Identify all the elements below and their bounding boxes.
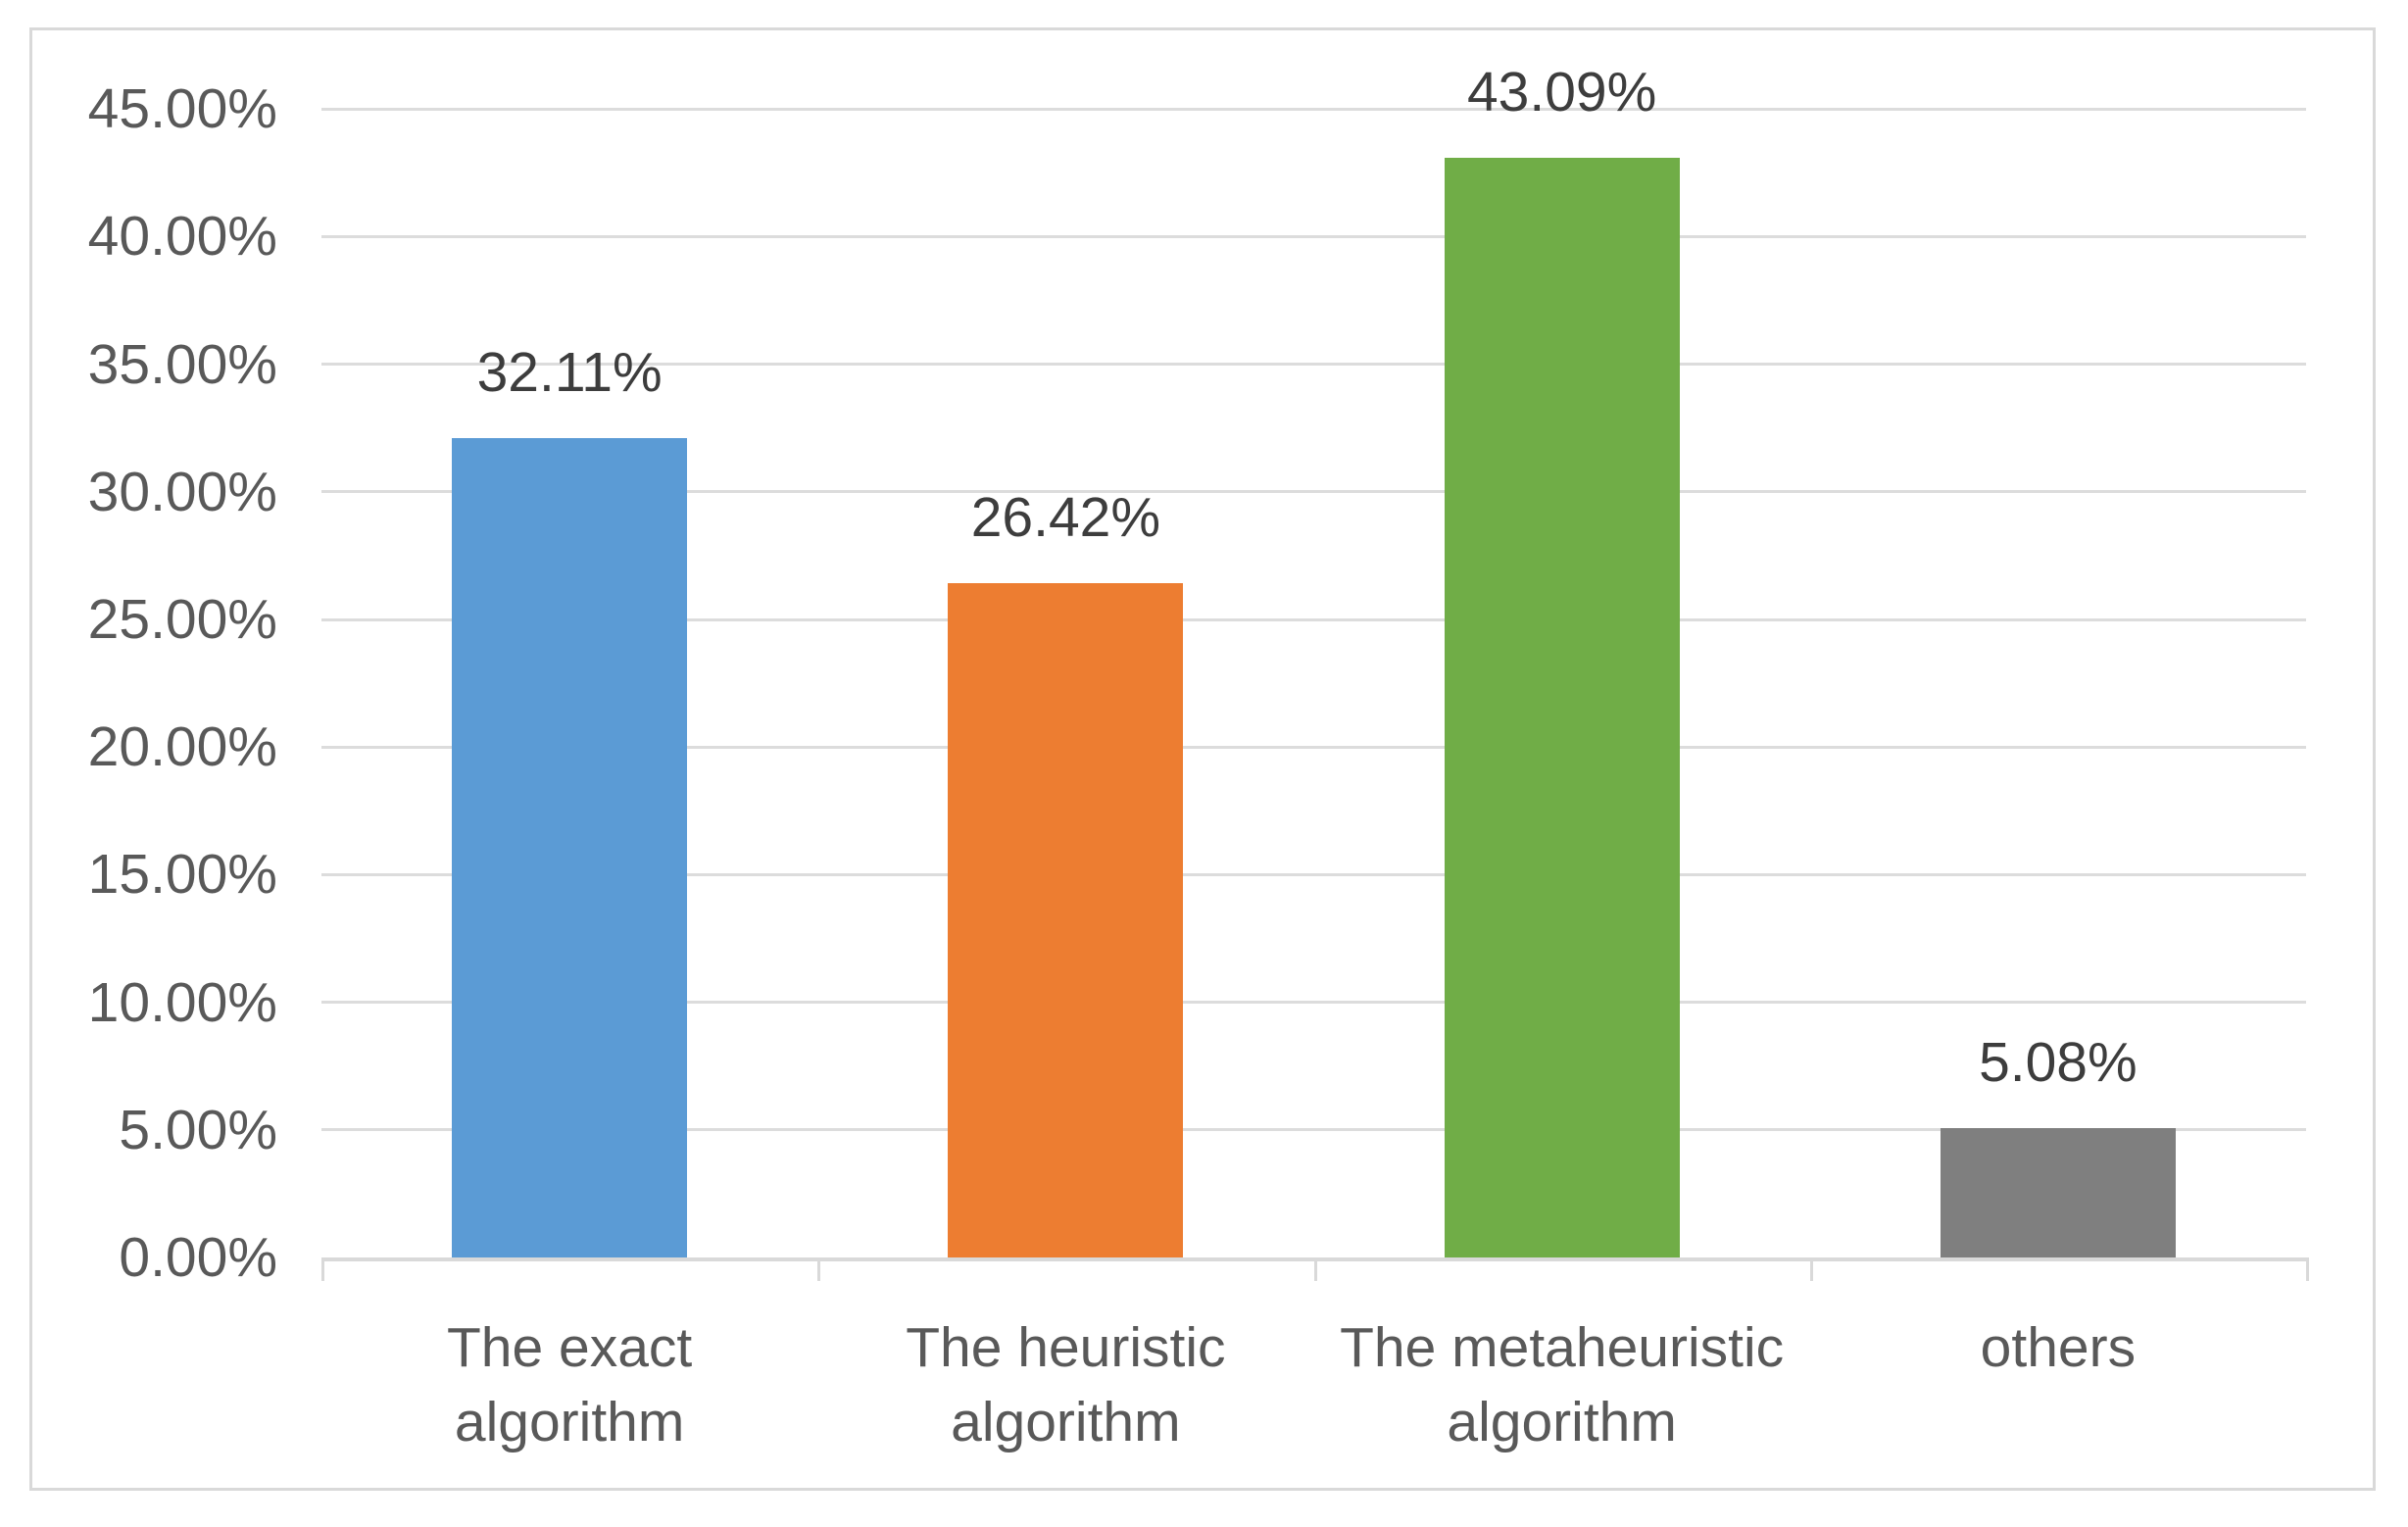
x-axis-tick-mark bbox=[817, 1261, 821, 1281]
x-axis-tick-mark bbox=[321, 1261, 324, 1281]
gridline-15.00% bbox=[321, 872, 2306, 876]
gridline-20.00% bbox=[321, 745, 2306, 749]
category-label-the-exact-algorithm: The exact algorithm bbox=[446, 1316, 693, 1453]
bar-the-metaheuristic-algorithm bbox=[1444, 157, 1680, 1257]
bar-the-heuristic-algorithm bbox=[948, 583, 1184, 1257]
x-axis-tick-mark bbox=[2306, 1261, 2309, 1281]
category-label-the-metaheuristic-algorithm: The metaheuristic algorithm bbox=[1340, 1316, 1785, 1453]
category-label-others: others bbox=[1980, 1316, 2137, 1379]
gridline-10.00% bbox=[321, 1001, 2306, 1005]
data-label-the-exact-algorithm: 32.11% bbox=[476, 340, 663, 404]
bar-the-exact-algorithm bbox=[452, 437, 688, 1257]
gridline-40.00% bbox=[321, 234, 2306, 238]
gridline-5.00% bbox=[321, 1128, 2306, 1132]
data-label-the-metaheuristic-algorithm: 43.09% bbox=[1466, 60, 1657, 123]
chart-frame: 45.00% 40.00% 35.00% 30.00% 25.00% 20.00% 15.0… bbox=[29, 27, 2376, 1491]
gridline-30.00% bbox=[321, 490, 2306, 494]
gridline-25.00% bbox=[321, 617, 2306, 621]
x-axis-line bbox=[321, 1257, 2309, 1261]
gridline-35.00% bbox=[321, 363, 2306, 367]
y-axis-tick-label: 5.00% bbox=[119, 1098, 277, 1161]
y-axis-tick-label: 30.00% bbox=[87, 460, 277, 523]
bar-others bbox=[1940, 1127, 2176, 1257]
y-axis-tick-label: 35.00% bbox=[87, 332, 277, 396]
x-axis-tick-mark bbox=[1809, 1261, 1813, 1281]
y-axis-tick-label: 10.00% bbox=[87, 970, 277, 1034]
x-axis-tick-mark bbox=[1313, 1261, 1317, 1281]
gridline-45.00% bbox=[321, 107, 2306, 111]
y-axis-tick-label: 40.00% bbox=[87, 205, 277, 269]
y-axis-tick-label: 0.00% bbox=[119, 1226, 277, 1289]
data-label-the-heuristic-algorithm: 26.42% bbox=[970, 486, 1161, 550]
y-axis-tick-label: 25.00% bbox=[87, 588, 277, 651]
data-label-others: 5.08% bbox=[1979, 1030, 2138, 1094]
category-label-the-heuristic-algorithm: The heuristic algorithm bbox=[906, 1316, 1226, 1453]
y-axis-tick-label: 15.00% bbox=[87, 843, 277, 907]
y-axis-tick-label: 20.00% bbox=[87, 715, 277, 779]
y-axis-tick-label: 45.00% bbox=[87, 77, 277, 141]
